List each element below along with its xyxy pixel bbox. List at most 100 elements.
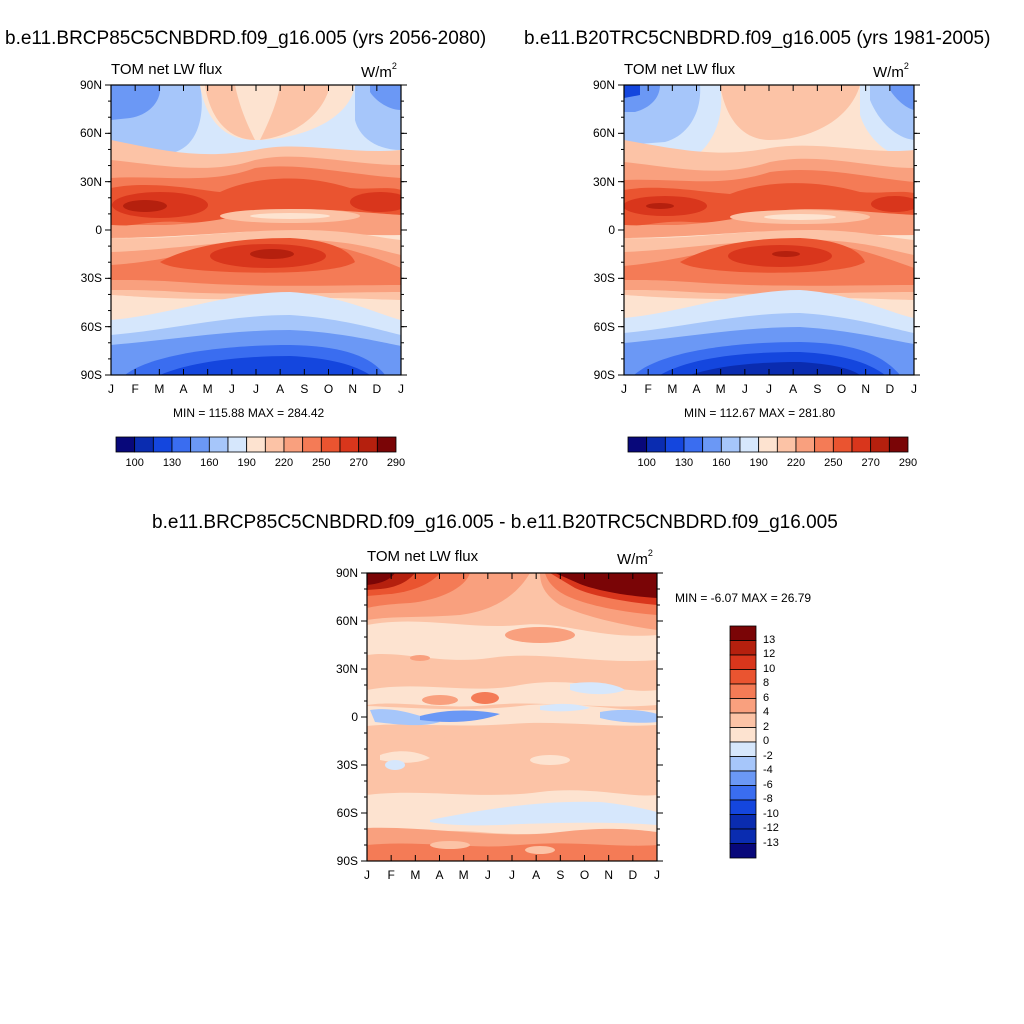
x-tick-label: O — [579, 868, 590, 882]
x-tick-label: N — [861, 382, 870, 396]
colorbar-label: 2 — [763, 720, 770, 733]
panel-2-subtitle: TOM net LW flux — [624, 61, 736, 78]
colorbar-swatch — [729, 625, 757, 641]
colorbar-swatch — [283, 436, 304, 453]
y-tick-label: 30N — [592, 174, 615, 189]
y-tick-label: 90S — [336, 854, 358, 868]
colorbar-label: 12 — [763, 648, 776, 660]
x-tick-label: J — [484, 868, 491, 882]
colorbar-label: 0 — [763, 735, 770, 747]
colorbar-label: 190 — [749, 457, 768, 469]
colorbar-label: -12 — [763, 822, 779, 834]
colorbar-label: 6 — [763, 691, 770, 704]
y-tick-label: 60S — [336, 806, 358, 820]
panel-3-subtitle: TOM net LW flux — [367, 548, 479, 565]
colorbar-swatch — [758, 436, 778, 453]
colorbar-swatch — [320, 436, 341, 453]
x-tick-label: J — [398, 382, 404, 396]
colorbar-swatch — [888, 436, 909, 453]
x-tick-label: S — [556, 868, 565, 882]
x-tick-label: M — [715, 382, 726, 396]
y-tick-label: 90N — [79, 78, 102, 92]
colorbar-label: 290 — [386, 457, 406, 469]
colorbar-swatch — [739, 436, 760, 453]
colorbar-swatch — [814, 436, 834, 453]
colorbar-label: 100 — [125, 457, 144, 469]
colorbar-label: -10 — [763, 807, 779, 820]
y-tick-label: 30N — [79, 174, 102, 189]
colorbar-swatch — [729, 640, 757, 656]
panel-1-subtitle: TOM net LW flux — [111, 61, 223, 78]
colorbar-label: 220 — [274, 457, 294, 469]
colorbar-label: 270 — [349, 457, 368, 469]
y-tick-label: 0 — [351, 710, 358, 724]
x-tick-label: N — [348, 382, 357, 396]
colorbar-label: 8 — [763, 677, 770, 689]
x-tick-label: S — [813, 382, 822, 396]
x-tick-label: A — [435, 868, 444, 882]
y-tick-label: 60N — [335, 614, 358, 628]
colorbar-swatch — [870, 436, 890, 453]
colorbar-swatch — [302, 436, 322, 453]
x-tick-label: J — [654, 868, 660, 882]
colorbar-swatch — [246, 436, 266, 453]
colorbar-label: -8 — [763, 793, 773, 805]
y-tick-label: 60S — [80, 319, 102, 334]
x-tick-label: J — [364, 868, 370, 882]
colorbar-swatch — [208, 436, 229, 453]
x-tick-label: J — [621, 382, 627, 396]
panel-1-field — [111, 85, 401, 375]
x-tick-label: A — [692, 382, 701, 396]
colorbar-swatch — [729, 698, 757, 714]
y-tick-label: 90S — [593, 368, 615, 382]
y-tick-label: 60N — [592, 126, 615, 141]
y-tick-label: 30S — [80, 271, 102, 286]
colorbar-label: -13 — [763, 836, 779, 849]
y-tick-label: 30N — [335, 662, 358, 676]
colorbar-swatch — [729, 727, 757, 743]
colorbar-swatch — [171, 436, 192, 453]
colorbar-swatch — [776, 436, 797, 453]
colorbar-label: 250 — [312, 457, 331, 469]
colorbar-swatch — [729, 785, 757, 801]
colorbar-swatch — [729, 799, 757, 815]
x-tick-label: M — [458, 868, 469, 882]
colorbar-swatch — [134, 436, 154, 453]
colorbar-swatch — [729, 712, 757, 728]
colorbar-label: 10 — [763, 662, 776, 675]
x-tick-label: A — [789, 382, 798, 396]
x-tick-label: O — [323, 382, 334, 396]
colorbar-swatch — [152, 436, 173, 453]
colorbar-swatch — [227, 436, 248, 453]
colorbar-swatch — [339, 436, 360, 453]
colorbar-swatch — [190, 436, 210, 453]
colorbar-label: 190 — [237, 457, 256, 469]
colorbar-swatch — [376, 436, 397, 453]
colorbar-label: 13 — [763, 633, 776, 646]
colorbar-label: 100 — [637, 457, 656, 469]
x-tick-label: M — [202, 382, 213, 396]
y-tick-label: 0 — [608, 223, 615, 237]
x-tick-label: S — [300, 382, 309, 396]
y-tick-label: 60N — [79, 126, 102, 141]
x-tick-label: D — [885, 382, 895, 396]
colorbar-label: 160 — [200, 457, 219, 469]
colorbar-swatch — [664, 436, 685, 453]
colorbar-swatch — [729, 756, 757, 772]
panel-3-title: b.e11.BRCP85C5CNBDRD.f09_g16.005 - b.e11… — [152, 512, 838, 533]
colorbar-swatch — [683, 436, 704, 453]
x-tick-label: J — [766, 382, 772, 396]
x-tick-label: D — [628, 868, 638, 882]
colorbar-swatch — [832, 436, 853, 453]
x-tick-label: J — [509, 868, 515, 882]
y-tick-label: 60S — [593, 319, 615, 334]
y-tick-label: 0 — [95, 223, 102, 237]
y-tick-label: 30S — [336, 758, 358, 772]
x-tick-label: J — [911, 382, 917, 396]
panel-3-field — [367, 573, 657, 861]
colorbar-swatch — [646, 436, 666, 453]
x-tick-label: M — [410, 868, 421, 882]
x-tick-label: M — [667, 382, 678, 396]
x-tick-label: A — [276, 382, 285, 396]
x-tick-label: N — [604, 868, 613, 882]
